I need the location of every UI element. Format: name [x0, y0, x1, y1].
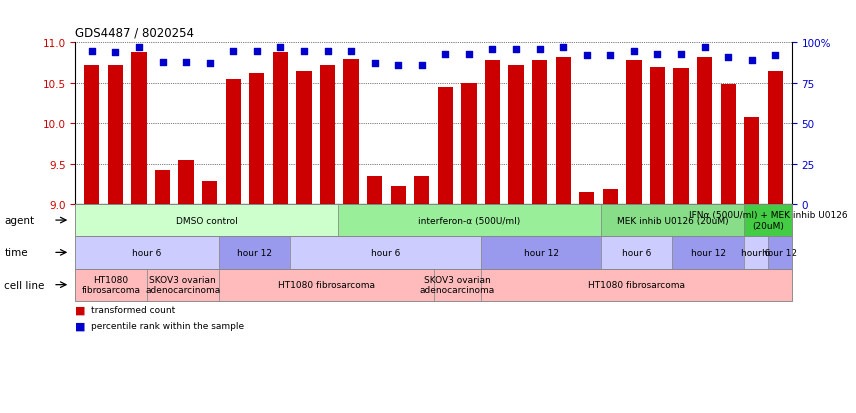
Text: MEK inhib U0126 (20uM): MEK inhib U0126 (20uM) [616, 216, 728, 225]
Point [627, 48, 641, 55]
Point [485, 47, 499, 53]
Text: SKOV3 ovarian
adenocarcinoma: SKOV3 ovarian adenocarcinoma [419, 275, 495, 294]
Point [651, 51, 664, 58]
Point [769, 53, 782, 59]
Bar [580, 192, 594, 204]
Bar [178, 160, 193, 204]
Point [698, 45, 711, 52]
Text: time: time [4, 248, 28, 258]
Point [297, 48, 311, 55]
Bar [320, 66, 336, 204]
Bar [131, 53, 146, 204]
Point [368, 61, 382, 68]
Text: interferon-α (500U/ml): interferon-α (500U/ml) [419, 216, 520, 225]
Text: hour 6: hour 6 [133, 248, 162, 257]
Point [156, 59, 169, 66]
Point [321, 48, 335, 55]
Point [556, 45, 570, 52]
Bar [202, 182, 217, 204]
Bar [650, 68, 665, 204]
Point [344, 48, 358, 55]
Point [580, 53, 593, 59]
Point [603, 53, 617, 59]
Point [745, 58, 758, 64]
Bar [556, 58, 571, 204]
Bar [226, 80, 241, 204]
Bar [273, 53, 288, 204]
Point [509, 47, 523, 53]
Text: ■: ■ [75, 305, 86, 315]
Point [109, 50, 122, 56]
Point [391, 63, 405, 69]
Text: HT1080
fibrosarcoma: HT1080 fibrosarcoma [81, 275, 140, 294]
Point [415, 63, 429, 69]
Point [722, 55, 735, 61]
Bar [461, 83, 477, 204]
Text: SKOV3 ovarian
adenocarcinoma: SKOV3 ovarian adenocarcinoma [146, 275, 221, 294]
Bar [603, 190, 618, 204]
Text: hour 12: hour 12 [237, 248, 272, 257]
Text: IFNα (500U/ml) + MEK inhib U0126
(20uM): IFNα (500U/ml) + MEK inhib U0126 (20uM) [688, 211, 847, 230]
Text: hour 6: hour 6 [372, 248, 401, 257]
Bar [296, 71, 312, 204]
Bar [768, 71, 783, 204]
Text: hour 6: hour 6 [621, 248, 651, 257]
Point [462, 51, 476, 58]
Bar [744, 117, 759, 204]
Bar [343, 59, 359, 204]
Bar [697, 58, 712, 204]
Text: HT1080 fibrosarcoma: HT1080 fibrosarcoma [588, 280, 685, 290]
Text: ■: ■ [75, 321, 86, 331]
Text: hour 12: hour 12 [691, 248, 726, 257]
Bar [532, 61, 547, 204]
Text: percentile rank within the sample: percentile rank within the sample [91, 321, 244, 330]
Bar [155, 171, 170, 204]
Text: GDS4487 / 8020254: GDS4487 / 8020254 [75, 26, 194, 39]
Point [250, 48, 264, 55]
Text: HT1080 fibrosarcoma: HT1080 fibrosarcoma [277, 280, 375, 290]
Text: DMSO control: DMSO control [175, 216, 238, 225]
Bar [414, 176, 430, 204]
Point [274, 45, 288, 52]
Bar [249, 74, 265, 204]
Point [85, 48, 98, 55]
Bar [390, 187, 406, 204]
Point [675, 51, 688, 58]
Bar [108, 66, 123, 204]
Point [179, 59, 193, 66]
Point [203, 61, 217, 68]
Text: hour 12: hour 12 [524, 248, 558, 257]
Text: hour 12: hour 12 [763, 248, 797, 257]
Bar [627, 61, 641, 204]
Bar [367, 176, 383, 204]
Bar [484, 61, 500, 204]
Text: hour 6: hour 6 [741, 248, 770, 257]
Text: cell line: cell line [4, 280, 45, 290]
Bar [84, 66, 99, 204]
Bar [508, 66, 524, 204]
Bar [437, 88, 453, 204]
Text: agent: agent [4, 216, 34, 225]
Bar [674, 69, 689, 204]
Bar [721, 85, 736, 204]
Point [532, 47, 546, 53]
Text: transformed count: transformed count [91, 306, 175, 315]
Point [226, 48, 240, 55]
Point [438, 51, 452, 58]
Point [132, 45, 146, 52]
